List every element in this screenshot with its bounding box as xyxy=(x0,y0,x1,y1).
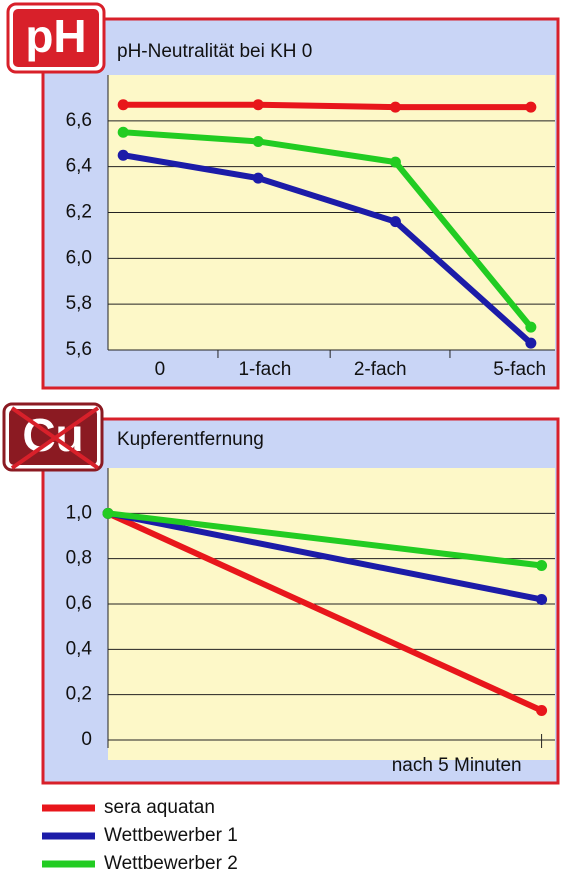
x-tick-label: nach 5 Minuten xyxy=(392,755,522,776)
badge-text: pH xyxy=(25,10,86,62)
point xyxy=(252,99,264,111)
point xyxy=(389,101,401,113)
series-line xyxy=(107,510,543,603)
point xyxy=(536,559,548,571)
badge-bg xyxy=(13,9,99,67)
point xyxy=(525,101,537,113)
y-tick-label: 0,4 xyxy=(66,638,93,659)
point xyxy=(117,149,129,161)
y-tick-label: 6,2 xyxy=(66,202,92,223)
point xyxy=(117,99,129,111)
point xyxy=(536,705,548,717)
point xyxy=(102,507,114,519)
legend-label: sera aquatan xyxy=(104,797,215,818)
point xyxy=(252,172,264,184)
point xyxy=(536,593,548,605)
legend-label: Wettbewerber 2 xyxy=(104,853,238,874)
legend-label: Wettbewerber 1 xyxy=(104,825,238,846)
y-tick-label: 0,2 xyxy=(66,684,92,705)
y-tick-label: 5,6 xyxy=(66,339,92,360)
series-line xyxy=(122,152,533,346)
x-tick-label: 5-fach xyxy=(493,359,546,380)
series-line xyxy=(122,129,534,329)
series-line xyxy=(123,101,531,111)
y-tick-label: 0 xyxy=(81,729,92,750)
y-tick-label: 1,0 xyxy=(66,502,92,523)
y-tick-label: 6,4 xyxy=(66,156,93,177)
x-tick-label: 2-fach xyxy=(354,359,407,380)
y-tick-label: 0,8 xyxy=(66,548,92,569)
x-tick-label: 0 xyxy=(155,359,166,380)
cross xyxy=(10,406,100,470)
chart-title: pH-Neutralität bei KH 0 xyxy=(117,41,312,62)
point xyxy=(117,126,129,138)
y-tick-label: 6,6 xyxy=(66,110,92,131)
point xyxy=(252,135,264,147)
point xyxy=(525,321,537,333)
series-line xyxy=(106,510,543,714)
x-tick-label: 1-fach xyxy=(238,359,291,380)
chart-title: Kupferentfernung xyxy=(117,429,264,450)
y-tick-label: 6,0 xyxy=(66,247,92,268)
y-tick-label: 0,6 xyxy=(66,593,92,614)
y-tick-label: 5,8 xyxy=(66,293,92,314)
point xyxy=(389,156,401,168)
series-line xyxy=(107,510,542,569)
point xyxy=(525,337,537,349)
point xyxy=(389,216,401,228)
